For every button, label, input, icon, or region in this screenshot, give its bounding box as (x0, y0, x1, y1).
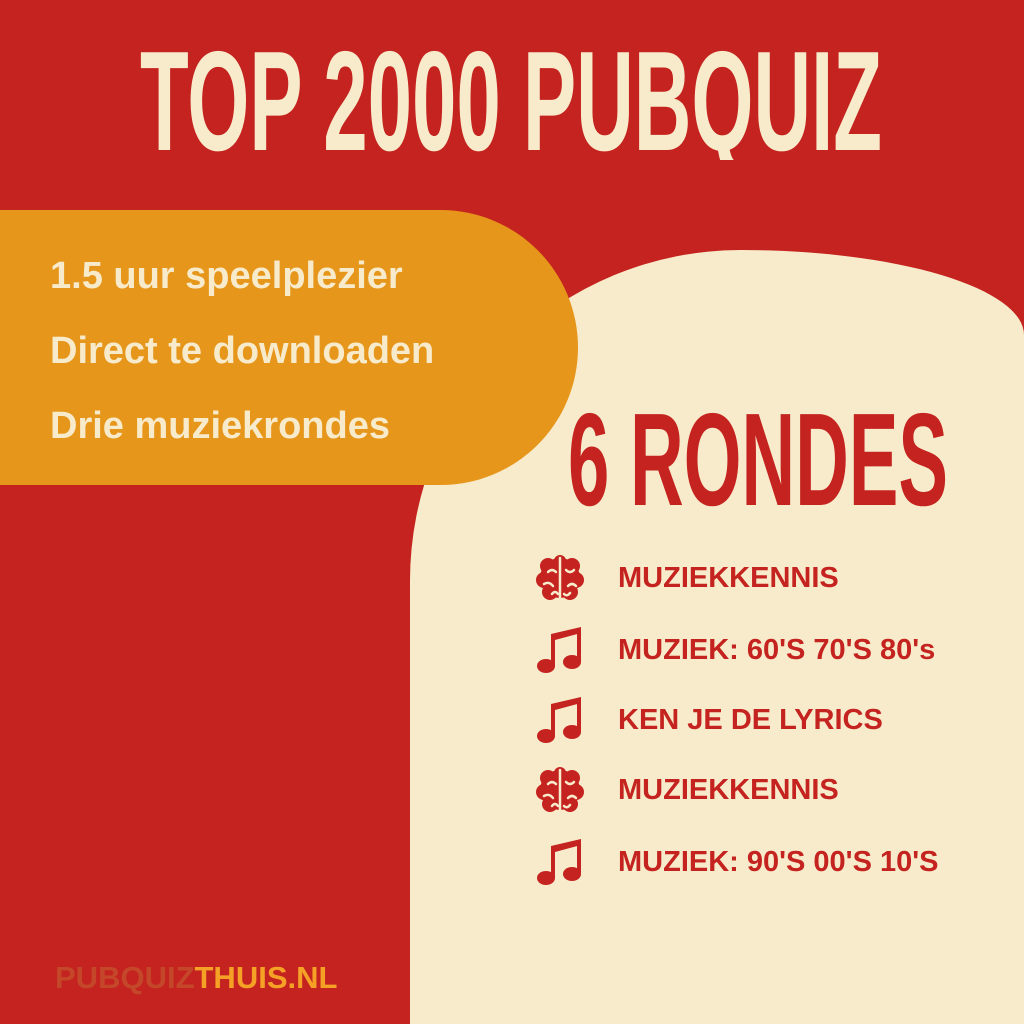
rounds-heading-graphic: 6 RONDES (568, 400, 948, 515)
page-title: TOP 2000 PUBQUIZ (140, 40, 882, 160)
round-item: KEN JE DE LYRICS (532, 690, 1022, 750)
footer-logo-part2: THUIS.NL (194, 960, 338, 995)
feature-item: Direct te downloaden (50, 330, 435, 372)
features-banner (0, 210, 578, 485)
footer-logo: PUBQUIZTHUIS.NL (55, 960, 337, 996)
round-label: MUZIEKKENNIS (618, 561, 839, 594)
brain-icon (532, 550, 588, 606)
music-note-icon (532, 834, 588, 890)
page-title-graphic: TOP 2000 PUBQUIZ (140, 40, 882, 160)
round-item: MUZIEK: 60'S 70'S 80's (532, 620, 1022, 680)
feature-item: Drie muziekrondes (50, 405, 390, 447)
footer-logo-part1: PUBQUIZ (55, 960, 195, 995)
round-item: MUZIEK: 90'S 00'S 10'S (532, 832, 1022, 892)
music-note-icon (532, 692, 588, 748)
round-label: MUZIEK: 60'S 70'S 80's (618, 633, 936, 666)
round-item: MUZIEKKENNIS (532, 760, 1022, 820)
music-note-icon (532, 622, 588, 678)
brain-icon (532, 762, 588, 818)
feature-item: 1.5 uur speelplezier (50, 255, 403, 297)
rounds-heading: 6 RONDES (568, 400, 948, 515)
round-item: MUZIEKKENNIS (532, 548, 1022, 608)
round-label: MUZIEKKENNIS (618, 773, 839, 806)
round-label: KEN JE DE LYRICS (618, 703, 883, 736)
round-label: MUZIEK: 90'S 00'S 10'S (618, 845, 939, 878)
